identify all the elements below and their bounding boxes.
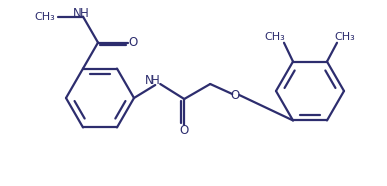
Text: O: O xyxy=(231,89,240,102)
Text: N: N xyxy=(145,73,154,86)
Text: H: H xyxy=(80,7,88,20)
Text: H: H xyxy=(151,73,159,86)
Text: CH₃: CH₃ xyxy=(34,12,55,22)
Text: O: O xyxy=(180,124,189,137)
Text: CH₃: CH₃ xyxy=(335,32,355,42)
Text: O: O xyxy=(128,36,138,49)
Text: CH₃: CH₃ xyxy=(265,32,285,42)
Text: N: N xyxy=(73,7,81,20)
